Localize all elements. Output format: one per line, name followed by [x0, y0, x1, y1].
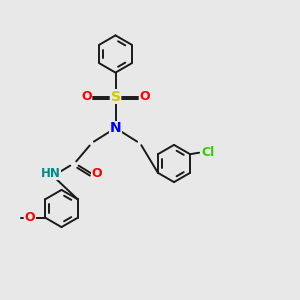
Text: O: O — [139, 90, 150, 103]
Text: Cl: Cl — [201, 146, 214, 159]
Text: HN: HN — [40, 167, 60, 180]
Text: O: O — [91, 167, 102, 180]
Text: O: O — [25, 211, 35, 224]
Text: S: S — [110, 90, 121, 104]
Text: N: N — [110, 122, 121, 135]
Text: O: O — [81, 90, 92, 103]
